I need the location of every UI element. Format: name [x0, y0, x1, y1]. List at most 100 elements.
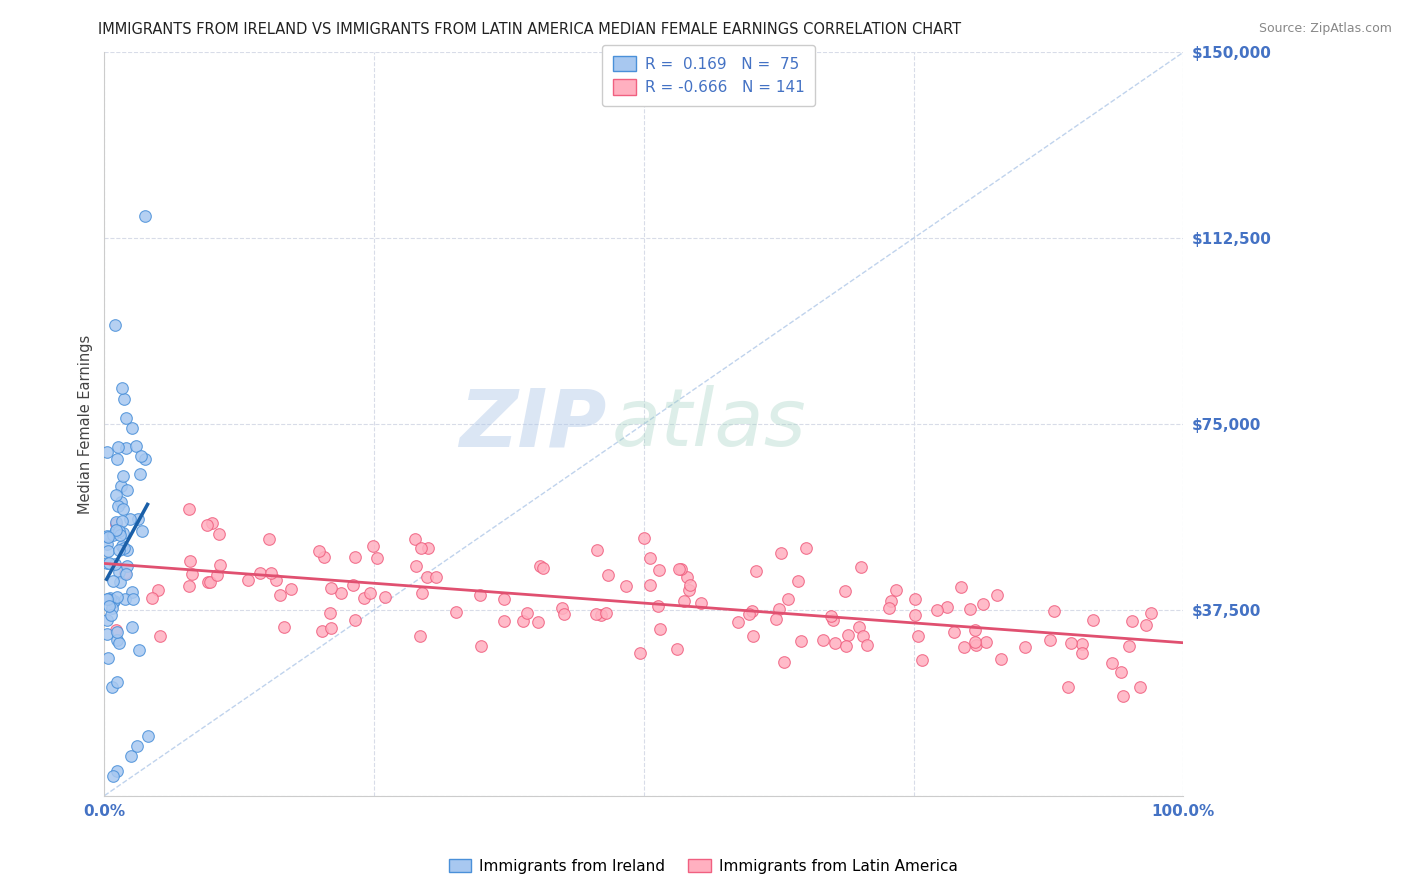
Point: [105, 523, 128, 537]
Point: [444, 605, 467, 619]
Point: [108, 635, 131, 649]
Point: [209, 558, 232, 572]
Point: [105, 764, 128, 778]
Point: [512, 614, 534, 628]
Point: [134, 209, 156, 223]
Point: [111, 514, 134, 528]
Text: IMMIGRANTS FROM IRELAND VS IMMIGRANTS FROM LATIN AMERICA MEDIAN FEMALE EARNINGS : IMMIGRANTS FROM IRELAND VS IMMIGRANTS FR…: [98, 22, 962, 37]
Point: [678, 583, 700, 598]
Point: [96, 556, 118, 570]
Point: [266, 573, 288, 587]
Point: [614, 579, 637, 593]
Point: [115, 411, 138, 425]
Point: [638, 578, 661, 592]
Point: [516, 606, 538, 620]
Point: [101, 595, 124, 609]
Point: [103, 574, 125, 588]
Point: [551, 601, 574, 615]
Y-axis label: Median Female Earnings: Median Female Earnings: [79, 334, 93, 514]
Point: [97, 544, 120, 558]
Point: [1056, 680, 1078, 694]
Point: [768, 602, 790, 616]
Point: [470, 639, 492, 653]
Point: [108, 574, 131, 589]
Point: [179, 554, 201, 568]
Point: [201, 516, 224, 530]
Point: [821, 613, 844, 627]
Point: [911, 653, 934, 667]
Point: [679, 578, 702, 592]
Point: [127, 512, 149, 526]
Point: [121, 620, 143, 634]
Point: [936, 599, 959, 614]
Point: [416, 569, 439, 583]
Point: [856, 638, 879, 652]
Point: [115, 567, 138, 582]
Point: [727, 615, 749, 629]
Point: [1140, 606, 1163, 620]
Point: [1135, 617, 1157, 632]
Point: [690, 596, 713, 610]
Point: [877, 601, 900, 615]
Point: [319, 606, 342, 620]
Point: [531, 561, 554, 575]
Point: [104, 517, 127, 532]
Point: [359, 586, 381, 600]
Point: [105, 516, 128, 530]
Point: [101, 600, 124, 615]
Point: [633, 531, 655, 545]
Point: [972, 597, 994, 611]
Point: [104, 624, 127, 638]
Point: [1081, 613, 1104, 627]
Point: [105, 675, 128, 690]
Point: [527, 615, 550, 629]
Point: [765, 611, 787, 625]
Point: [112, 469, 135, 483]
Point: [319, 582, 342, 596]
Point: [1129, 680, 1152, 694]
Point: [834, 584, 856, 599]
Point: [108, 524, 131, 538]
Point: [107, 565, 129, 579]
Point: [769, 546, 792, 560]
Point: [794, 541, 817, 555]
Point: [943, 625, 966, 640]
Point: [790, 633, 813, 648]
Point: [312, 549, 335, 564]
Point: [880, 594, 903, 608]
Point: [1039, 632, 1062, 647]
Point: [107, 440, 129, 454]
Point: [260, 566, 283, 580]
Point: [669, 562, 692, 576]
Point: [97, 557, 120, 571]
Point: [405, 559, 427, 574]
Point: [1109, 665, 1132, 679]
Point: [416, 541, 439, 555]
Point: [115, 542, 138, 557]
Point: [311, 624, 333, 638]
Point: [108, 528, 131, 542]
Point: [107, 543, 129, 558]
Point: [96, 614, 118, 628]
Point: [149, 629, 172, 643]
Point: [343, 613, 366, 627]
Point: [586, 543, 609, 558]
Point: [963, 635, 986, 649]
Point: [205, 568, 228, 582]
Legend: R =  0.169   N =  75, R = -0.666   N = 141: R = 0.169 N = 75, R = -0.666 N = 141: [602, 45, 815, 106]
Point: [96, 591, 118, 606]
Point: [104, 557, 127, 571]
Point: [118, 511, 141, 525]
Point: [411, 586, 433, 600]
Point: [198, 574, 221, 589]
Point: [280, 582, 302, 596]
Point: [141, 591, 163, 605]
Point: [100, 591, 122, 606]
Point: [110, 495, 132, 509]
Point: [112, 392, 135, 407]
Legend: Immigrants from Ireland, Immigrants from Latin America: Immigrants from Ireland, Immigrants from…: [443, 853, 963, 880]
Point: [986, 588, 1008, 602]
Point: [319, 620, 342, 634]
Text: Source: ZipAtlas.com: Source: ZipAtlas.com: [1258, 22, 1392, 36]
Point: [105, 624, 128, 639]
